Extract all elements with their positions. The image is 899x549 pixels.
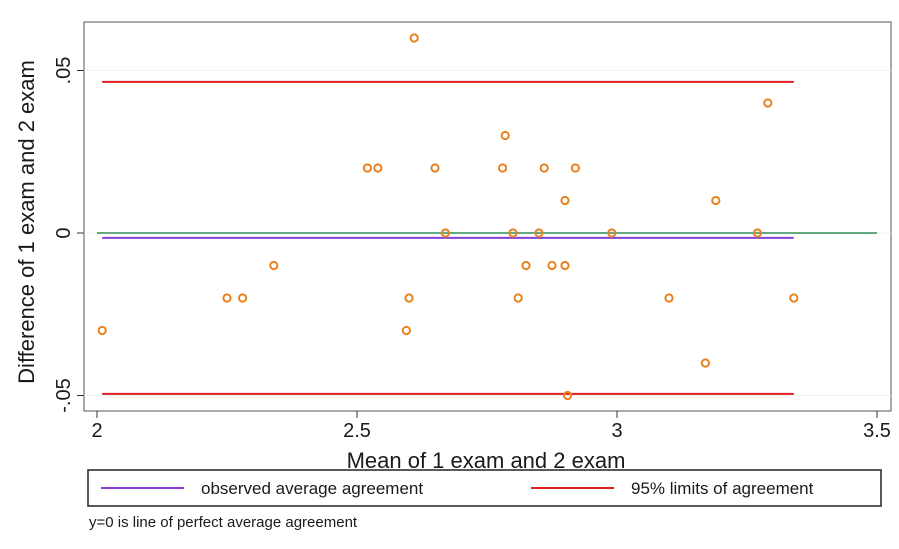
chart-note: y=0 is line of perfect average agreement: [89, 514, 358, 531]
y-tick-label: .05: [53, 57, 75, 85]
legend-label-limits: 95% limits of agreement: [631, 479, 814, 498]
data-point: [373, 163, 383, 173]
plot-area: [83, 21, 892, 412]
data-point: [401, 325, 411, 336]
legend: observed average agreement 95% limits of…: [87, 469, 882, 507]
x-axis-title: Mean of 1 exam and 2 exam: [347, 448, 626, 473]
data-point: [498, 163, 508, 173]
y-axis-ticks: -.05 0 .05: [53, 57, 84, 413]
data-point: [700, 358, 711, 368]
data-point: [570, 163, 581, 173]
x-tick-label: 3: [611, 420, 622, 442]
data-point: [440, 228, 450, 238]
data-point: [664, 293, 674, 303]
data-point: [560, 195, 570, 206]
data-point: [534, 228, 544, 238]
data-point: [547, 260, 557, 271]
y-axis-title: Difference of 1 exam and 2 exam: [14, 60, 39, 384]
data-point: [789, 293, 799, 303]
x-tick-label: 3.5: [863, 420, 891, 442]
data-point: [563, 390, 573, 401]
data-point: [97, 325, 107, 336]
data-point: [362, 163, 372, 173]
data-point: [607, 228, 617, 238]
legend-box: [87, 469, 882, 507]
data-point: [711, 195, 721, 206]
data-point: [500, 130, 510, 141]
data-point: [508, 228, 518, 238]
data-point: [521, 260, 531, 271]
data-point: [409, 33, 419, 43]
x-tick-label: 2.5: [343, 420, 371, 442]
data-point: [513, 293, 523, 303]
data-point: [752, 228, 763, 238]
data-point: [539, 163, 549, 173]
data-point: [404, 293, 414, 303]
data-point: [430, 163, 440, 173]
data-point: [222, 293, 232, 303]
data-point: [763, 98, 773, 108]
x-tick-label: 2: [91, 420, 102, 442]
legend-label-observed-average: observed average agreement: [201, 479, 423, 498]
data-point: [269, 260, 279, 271]
data-point: [238, 293, 248, 303]
x-axis-ticks: 2 2.5 3 3.5: [91, 411, 891, 442]
data-point: [560, 260, 570, 271]
y-tick-label: 0: [53, 227, 75, 238]
y-tick-label: -.05: [53, 378, 75, 412]
plot-frame: [83, 21, 892, 412]
